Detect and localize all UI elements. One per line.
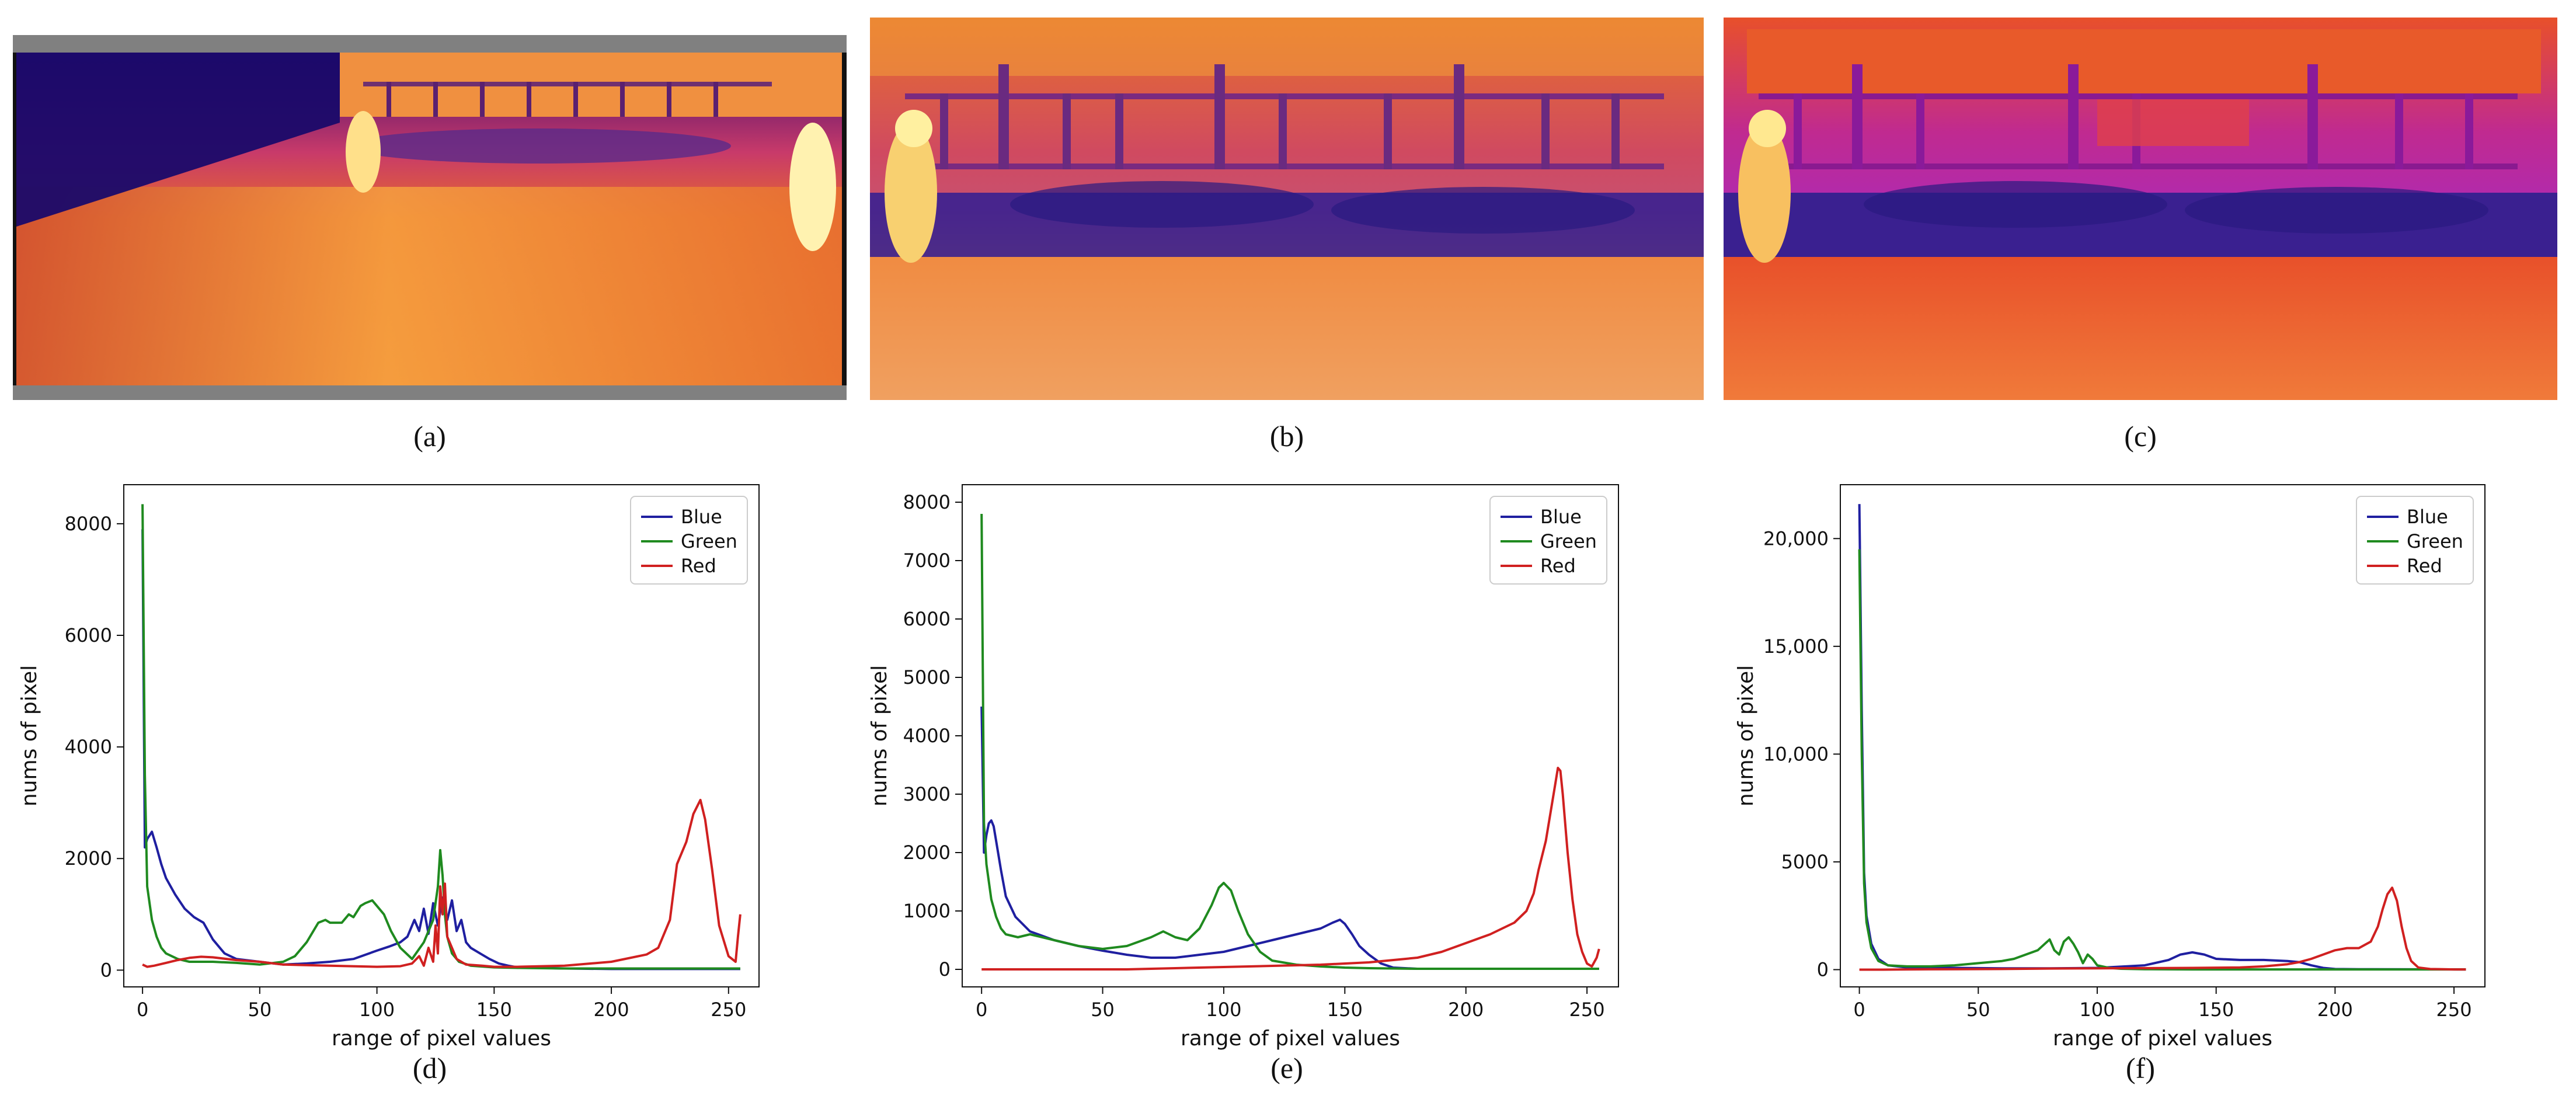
y-tick-label: 0 [100,959,112,981]
y-tick-label: 20,000 [1763,527,1829,550]
series-line-red [142,798,742,968]
x-tick-label: 50 [248,999,271,1021]
histogram-chart-f: 0 50 100 150 200 250 0 5000 10,000 15,000 20,000 ra… [1734,484,2486,1051]
legend-label-blue: Blue [2407,506,2448,528]
x-tick-label: 200 [2317,999,2353,1021]
y-tick-label: 0 [939,958,951,980]
y-tick-label: 2000 [65,847,112,870]
legend-box [1489,496,1607,585]
series-line-red [981,767,1600,971]
series-line-blue [1858,504,2466,971]
caption-a: (a) [413,420,446,453]
legend-label-blue: Blue [1540,506,1582,528]
thermal-image-b [870,18,1704,400]
y-tick-label: 8000 [903,491,951,513]
y-tick-label: 7000 [903,550,951,572]
series-line-blue [141,529,740,971]
x-axis-label: range of pixel values [1181,1027,1400,1051]
legend-label-green: Green [2407,530,2463,552]
thermal-image-b-graphic [870,18,1704,400]
x-axis-label: range of pixel values [2053,1027,2272,1051]
legend-box [2356,496,2474,585]
thermal-image-a-graphic [13,35,847,400]
x-tick-label: 50 [1091,999,1115,1021]
x-tick-label: 0 [137,999,148,1021]
y-tick-label: 1000 [903,900,951,922]
y-tick-label: 10,000 [1763,743,1829,765]
caption-d: (d) [412,1052,447,1084]
x-tick-label: 250 [711,999,746,1021]
y-tick-label: 6000 [65,624,112,646]
x-tick-label: 200 [1448,999,1484,1021]
series-line-green [1858,549,2466,971]
plot-frame [1840,484,2486,987]
x-tick-label: 0 [1853,999,1865,1021]
x-tick-label: 250 [2436,999,2472,1021]
legend-label-green: Green [681,530,737,552]
caption-b: (b) [1269,420,1304,453]
thermal-image-c-graphic [1724,18,2557,400]
y-tick-label: 2000 [903,841,951,864]
x-tick-label: 150 [476,999,512,1021]
caption-f: (f) [2126,1052,2155,1084]
y-tick-label: 4000 [903,725,951,747]
legend-label-red: Red [681,555,716,577]
x-tick-label: 100 [1206,999,1241,1021]
legend-label-red: Red [1540,555,1576,577]
histogram-chart-e: 0 50 100 150 200 250 0 1000 2000 3000 4000 5000 6000… [868,484,1619,1051]
series-line-blue [980,706,1599,970]
y-tick-label: 8000 [65,513,112,535]
legend-label-red: Red [2407,555,2442,577]
y-tick-label: 3000 [903,783,951,805]
x-tick-label: 200 [594,999,629,1021]
x-tick-label: 100 [359,999,395,1021]
histogram-chart-d: 0 50 100 150 200 250 0 2000 4000 6000 8000 range of… [18,484,760,1051]
y-tick-label: 5000 [903,666,951,688]
thermal-image-a [13,35,847,400]
x-tick-label: 50 [1966,999,1990,1021]
y-tick-label: 5000 [1781,851,1829,873]
caption-c: (c) [2124,420,2157,453]
x-tick-label: 150 [2198,999,2234,1021]
y-axis-label: nums of pixel [868,665,892,806]
x-tick-label: 150 [1327,999,1363,1021]
x-tick-label: 250 [1569,999,1605,1021]
legend-label-blue: Blue [681,506,722,528]
y-axis-label: nums of pixel [1734,665,1758,806]
x-tick-label: 0 [976,999,987,1021]
legend-label-green: Green [1540,530,1597,552]
y-tick-label: 4000 [65,736,112,758]
x-tick-label: 100 [2079,999,2115,1021]
y-tick-label: 0 [1817,958,1829,980]
series-line-red [1859,886,2466,971]
y-tick-label: 6000 [903,608,951,630]
thermal-image-c [1724,18,2557,400]
legend-box [630,496,748,585]
plot-frame [123,484,760,987]
y-axis-label: nums of pixel [18,665,41,806]
x-axis-label: range of pixel values [332,1027,551,1051]
y-tick-label: 15,000 [1763,635,1829,658]
caption-e: (e) [1270,1052,1303,1084]
